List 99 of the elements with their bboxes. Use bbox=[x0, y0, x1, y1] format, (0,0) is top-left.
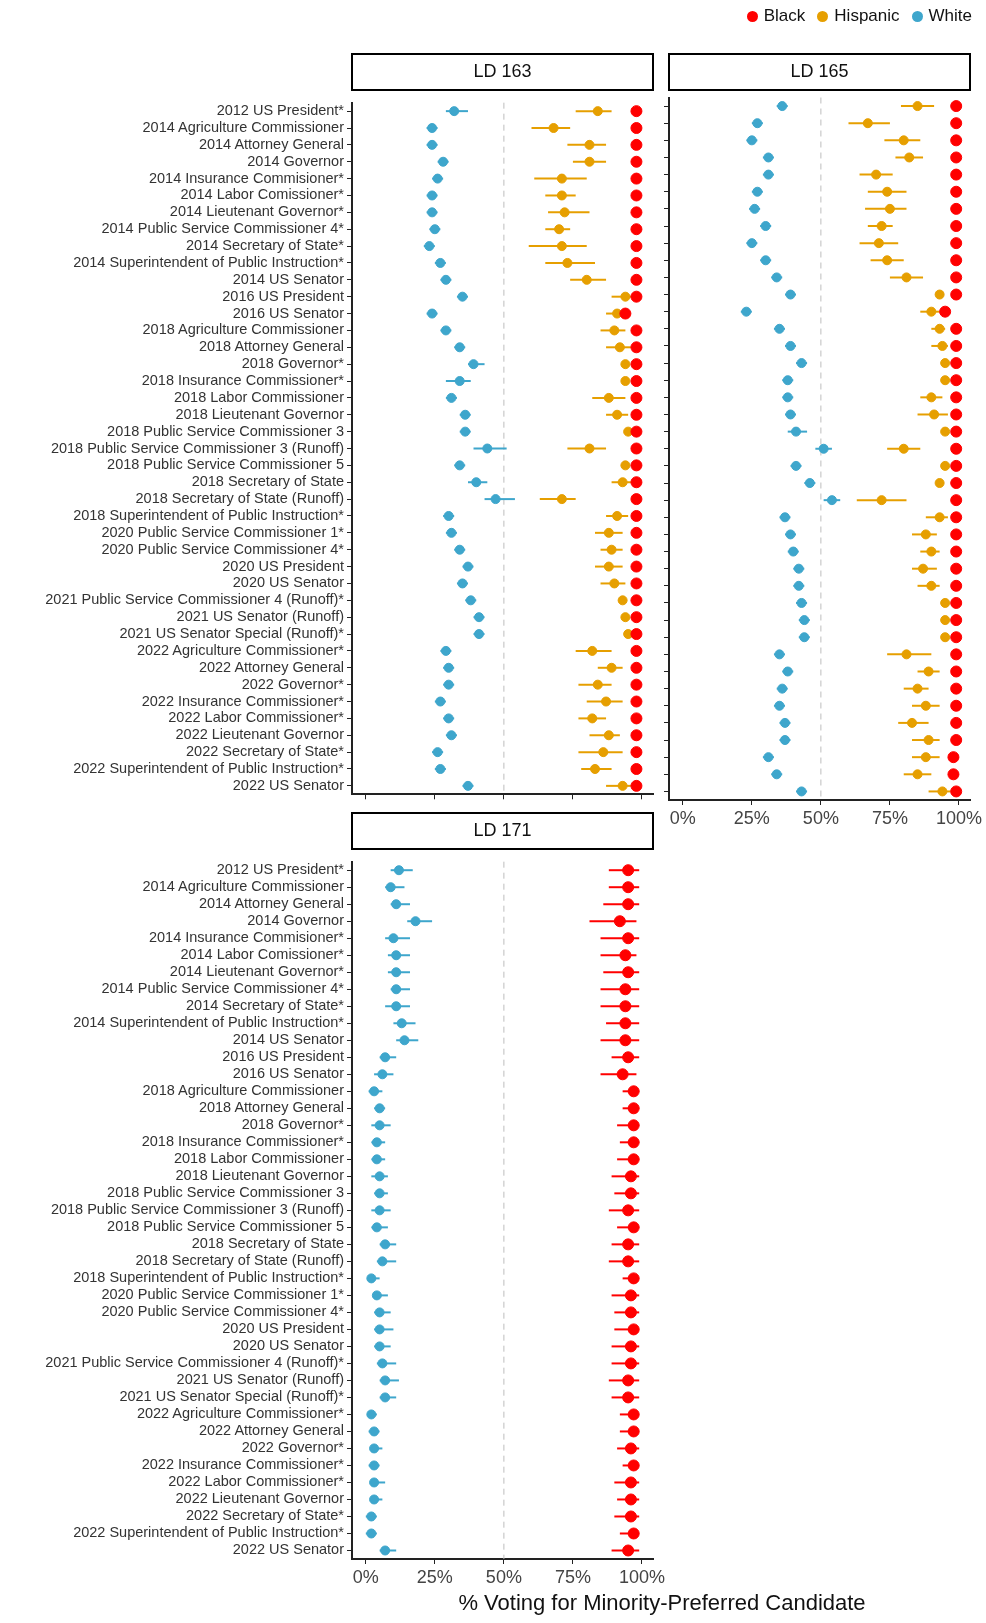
y-tick-label: 2014 Secretary of State* bbox=[186, 997, 345, 1014]
y-tick-label: 2018 Agriculture Commissioner bbox=[142, 321, 345, 338]
x-tick-label: 100% bbox=[935, 807, 982, 828]
legend-label: Black bbox=[762, 6, 806, 26]
y-tick-label: 2018 Labor Commissioner bbox=[173, 1150, 345, 1167]
y-tick-label: 2021 US Senator Special (Runoff)* bbox=[119, 625, 345, 642]
y-tick-label: 2021 Public Service Commissioner 4 (Runoff)* bbox=[45, 591, 345, 608]
y-tick-label: 2014 Lieutenant Governor* bbox=[169, 203, 345, 220]
y-tick-label: 2022 US Senator bbox=[232, 1541, 345, 1558]
x-tick-label: 50% bbox=[802, 807, 839, 828]
y-tick-label: 2022 Insurance Commissioner* bbox=[141, 692, 345, 709]
y-tick-label: 2020 US Senator bbox=[232, 574, 345, 591]
x-tick-label: 25% bbox=[416, 1566, 453, 1587]
y-tick-label: 2022 Insurance Commissioner* bbox=[141, 1456, 345, 1473]
y-tick-label: 2014 Labor Comissioner* bbox=[180, 186, 345, 203]
y-tick-label: 2018 Superintendent of Public Instruction* bbox=[73, 1269, 345, 1286]
y-tick-label: 2021 Public Service Commissioner 4 (Runoff)* bbox=[45, 1354, 345, 1371]
y-tick-label: 2022 Agriculture Commissioner* bbox=[136, 1405, 345, 1422]
y-tick-label: 2022 Secretary of State* bbox=[186, 743, 345, 760]
y-tick-label: 2020 US Senator bbox=[232, 1337, 345, 1354]
y-tick-label: 2021 US Senator (Runoff) bbox=[176, 608, 344, 625]
y-tick-label: 2018 Lieutenant Governor bbox=[175, 1167, 345, 1184]
y-tick-label: 2014 US Senator bbox=[232, 1031, 345, 1048]
y-tick-label: 2021 US Senator (Runoff) bbox=[176, 1371, 344, 1388]
x-tick-label: 75% bbox=[554, 1566, 591, 1587]
y-tick-label: 2018 Superintendent of Public Instruction* bbox=[73, 506, 345, 523]
y-tick-label: 2018 Secretary of State (Runoff) bbox=[135, 1252, 344, 1269]
chart-title: LD 171 bbox=[351, 812, 654, 850]
y-tick-label: 2018 Secretary of State bbox=[191, 1235, 344, 1252]
y-tick-label: 2020 Public Service Commissioner 1* bbox=[101, 1286, 345, 1303]
chart-title: LD 163 bbox=[351, 53, 654, 91]
y-tick-label: 2014 Insurance Commisioner* bbox=[148, 929, 345, 946]
y-tick-label: 2014 Agriculture Commissioner bbox=[142, 119, 345, 135]
y-tick-label: 2022 Agriculture Commissioner* bbox=[136, 641, 345, 658]
y-tick-label: 2022 Governor* bbox=[241, 675, 345, 692]
y-tick-label: 2018 Secretary of State (Runoff) bbox=[135, 490, 344, 507]
y-tick-label: 2014 Labor Comissioner* bbox=[180, 946, 345, 963]
y-tick-label: 2018 Insurance Commissioner* bbox=[141, 372, 345, 389]
x-tick-label: 0% bbox=[669, 807, 696, 828]
y-tick-label: 2018 Agriculture Commissioner bbox=[142, 1082, 345, 1099]
y-tick-label: 2022 Secretary of State* bbox=[186, 1507, 345, 1524]
x-axis-title: % Voting for Minority-Preferred Candidate bbox=[458, 1590, 866, 1615]
y-tick-label: 2018 Public Service Commissioner 5 bbox=[107, 1218, 344, 1235]
y-tick-label: 2014 Governor bbox=[247, 152, 345, 169]
y-tick-label: 2022 Lieutenant Governor bbox=[175, 1490, 345, 1507]
y-tick-label: 2020 Public Service Commissioner 4* bbox=[101, 1303, 345, 1320]
y-tick-label: 2018 Secretary of State bbox=[191, 473, 344, 490]
y-tick-label: 2020 US President bbox=[222, 557, 344, 574]
y-tick-label: 2018 Labor Commissioner bbox=[173, 388, 345, 405]
y-tick-label: 2016 US President bbox=[222, 1048, 344, 1065]
y-tick-label: 2014 Public Service Commissioner 4* bbox=[101, 220, 345, 237]
legend-label: White bbox=[927, 6, 972, 26]
x-tick-label: 50% bbox=[485, 1566, 522, 1587]
y-tick-label: 2014 Lieutenant Governor* bbox=[169, 963, 345, 980]
y-tick-label: 2018 Lieutenant Governor bbox=[175, 405, 345, 422]
x-tick-label: 0% bbox=[352, 1566, 379, 1587]
y-tick-label: 2020 US President bbox=[222, 1320, 344, 1337]
y-tick-label: 2022 Governor* bbox=[241, 1439, 345, 1456]
x-tick-label: 25% bbox=[733, 807, 770, 828]
y-tick-label: 2014 Agriculture Commissioner bbox=[142, 878, 345, 895]
y-tick-label: 2022 Lieutenant Governor bbox=[175, 726, 345, 743]
y-tick-label: 2022 Labor Commissioner* bbox=[168, 1473, 345, 1490]
y-tick-label: 2018 Governor* bbox=[241, 1116, 345, 1133]
y-tick-label: 2022 Attorney General bbox=[198, 1422, 344, 1439]
y-tick-label: 2018 Governor* bbox=[241, 355, 345, 372]
y-tick-label: 2022 US Senator bbox=[232, 776, 345, 793]
y-tick-label: 2020 Public Service Commissioner 1* bbox=[101, 523, 345, 540]
y-tick-label: 2018 Public Service Commissioner 3 (Runoff) bbox=[50, 439, 344, 456]
y-tick-label: 2014 Governor bbox=[247, 912, 345, 929]
y-tick-label: 2014 Superintendent of Public Instruction* bbox=[73, 1014, 345, 1031]
y-tick-label: 2018 Public Service Commissioner 3 bbox=[107, 1184, 344, 1201]
y-tick-label: 2012 US President* bbox=[216, 861, 345, 878]
y-tick-label: 2014 Secretary of State* bbox=[186, 237, 345, 254]
x-tick-label: 100% bbox=[618, 1566, 665, 1587]
y-tick-label: 2018 Public Service Commissioner 3 (Runoff) bbox=[50, 1201, 344, 1218]
y-tick-label: 2014 Attorney General bbox=[198, 895, 344, 912]
y-tick-label: 2014 Superintendent of Public Instruction* bbox=[73, 253, 345, 270]
y-tick-label: 2014 Attorney General bbox=[198, 135, 344, 152]
y-tick-label: 2022 Superintendent of Public Instruction* bbox=[73, 1524, 345, 1541]
y-tick-label: 2014 Insurance Commisioner* bbox=[148, 169, 345, 186]
y-tick-label: 2018 Insurance Commissioner* bbox=[141, 1133, 345, 1150]
y-tick-label: 2012 US President* bbox=[216, 102, 345, 119]
y-tick-label: 2018 Attorney General bbox=[198, 1099, 344, 1116]
y-tick-label: 2021 US Senator Special (Runoff)* bbox=[119, 1388, 345, 1405]
y-tick-label: 2020 Public Service Commissioner 4* bbox=[101, 540, 345, 557]
legend-label: Hispanic bbox=[833, 6, 900, 26]
x-tick-label: 75% bbox=[871, 807, 908, 828]
y-tick-label: 2014 US Senator bbox=[232, 270, 345, 287]
y-tick-label: 2018 Public Service Commissioner 3 bbox=[107, 422, 344, 439]
y-tick-label: 2022 Labor Commissioner* bbox=[168, 709, 345, 726]
y-tick-label: 2016 US President bbox=[222, 287, 344, 304]
y-tick-label: 2016 US Senator bbox=[232, 1065, 345, 1082]
y-tick-label: 2018 Public Service Commissioner 5 bbox=[107, 456, 344, 473]
y-tick-label: 2022 Attorney General bbox=[198, 658, 344, 675]
chart-title: LD 165 bbox=[668, 53, 971, 91]
y-tick-label: 2016 US Senator bbox=[232, 304, 345, 321]
y-tick-label: 2022 Superintendent of Public Instruction* bbox=[73, 760, 345, 776]
y-tick-label: 2014 Public Service Commissioner 4* bbox=[101, 980, 345, 997]
y-tick-label: 2018 Attorney General bbox=[198, 338, 344, 355]
